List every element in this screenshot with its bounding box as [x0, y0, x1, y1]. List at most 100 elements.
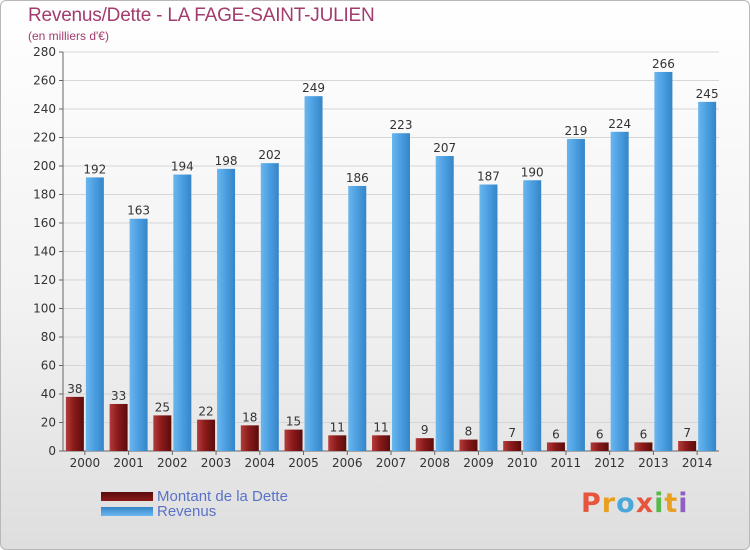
bar-debt: [590, 442, 609, 451]
bar-debt: [634, 442, 653, 451]
bar-debt: [678, 441, 697, 451]
legend-label-revenue: Revenus: [157, 503, 217, 520]
data-label-debt: 6: [640, 427, 648, 441]
y-tick-label: 40: [41, 387, 56, 401]
bar-revenue: [392, 133, 410, 451]
proxiti-logo: Proxiti: [581, 488, 689, 519]
bar-revenue: [654, 71, 673, 451]
y-tick-label: 280: [33, 45, 56, 59]
bar-debt: [415, 438, 434, 451]
data-label-revenue: 224: [608, 117, 631, 131]
data-label-debt: 15: [286, 415, 301, 429]
y-tick-label: 180: [33, 188, 56, 202]
bar-debt: [459, 439, 478, 451]
logo-letter: i: [678, 488, 689, 519]
data-label-revenue: 266: [652, 57, 675, 71]
bar-revenue: [348, 185, 367, 451]
axis-layer: 0 20 40 60 80 100 120 140 160 180 200 220 240 260 280 2…: [33, 45, 719, 470]
data-label-revenue: 207: [433, 141, 456, 155]
bar-revenue: [304, 96, 323, 452]
bar-layer: [65, 71, 717, 452]
data-label-debt: 11: [373, 420, 388, 434]
y-tick-label: 160: [33, 216, 56, 230]
bar-debt: [503, 441, 522, 451]
logo-letter: x: [635, 488, 655, 519]
data-label-revenue: 202: [258, 148, 281, 162]
x-tick-label: 2014: [682, 456, 713, 470]
x-tick-label: 2000: [70, 456, 101, 470]
label-layer: 38 192 33 163 25 194 22 198 18 202 15 249 11 186 11 223…: [67, 57, 718, 442]
logo-letter: i: [654, 488, 665, 519]
bar-revenue: [479, 184, 498, 451]
data-label-debt: 6: [596, 427, 604, 441]
data-label-revenue: 198: [215, 154, 238, 168]
y-tick-label: 140: [33, 245, 56, 259]
y-tick-label: 120: [33, 273, 56, 287]
x-tick-label: 2001: [113, 456, 144, 470]
y-tick-label: 260: [33, 74, 56, 88]
x-tick-label: 2010: [507, 456, 538, 470]
logo-letter: o: [616, 488, 636, 519]
data-label-debt: 22: [198, 405, 213, 419]
bar-debt: [546, 442, 565, 451]
data-label-debt: 6: [552, 427, 560, 441]
data-label-debt: 9: [421, 423, 429, 437]
y-tick-label: 240: [33, 102, 56, 116]
bar-revenue: [698, 101, 717, 451]
bar-revenue: [610, 131, 629, 452]
x-tick-label: 2009: [463, 456, 494, 470]
y-tick-label: 200: [33, 159, 56, 173]
data-label-revenue: 194: [171, 160, 194, 174]
grid-layer: [63, 51, 719, 452]
data-label-revenue: 192: [83, 162, 106, 176]
data-label-revenue: 219: [564, 124, 587, 138]
x-tick-label: 2002: [157, 456, 188, 470]
bar-revenue: [217, 168, 236, 451]
data-label-debt: 25: [155, 400, 170, 414]
x-tick-label: 2008: [419, 456, 450, 470]
chart-subtitle: (en milliers d'€): [28, 29, 109, 43]
data-label-debt: 18: [242, 410, 257, 424]
bar-debt: [328, 435, 347, 451]
bar-revenue: [523, 180, 542, 451]
data-label-debt: 7: [508, 426, 516, 440]
bar-debt: [284, 429, 303, 451]
y-tick-label: 100: [33, 302, 56, 316]
bar-revenue: [129, 218, 148, 451]
logo-letter: r: [601, 488, 617, 519]
legend-item-debt: Montant de la Dette: [101, 488, 288, 505]
bar-debt: [197, 419, 216, 451]
x-tick-label: 2011: [551, 456, 582, 470]
data-label-debt: 33: [111, 389, 126, 403]
y-tick-label: 20: [41, 416, 56, 430]
x-tick-label: 2013: [638, 456, 669, 470]
bar-debt: [153, 415, 172, 451]
x-tick-label: 2004: [245, 456, 276, 470]
legend-swatch-debt: [101, 492, 153, 501]
legend-label-debt: Montant de la Dette: [157, 488, 288, 505]
data-label-revenue: 249: [302, 81, 325, 95]
legend-swatch-revenue: [101, 507, 153, 516]
bar-revenue: [435, 156, 454, 451]
y-tick-label: 80: [41, 330, 56, 344]
bar-revenue: [260, 163, 279, 451]
chart-title: Revenus/Dette - LA FAGE-SAINT-JULIEN: [28, 5, 375, 26]
legend-item-revenue: Revenus: [101, 503, 216, 520]
x-tick-label: 2003: [201, 456, 232, 470]
data-label-debt: 38: [67, 382, 82, 396]
y-tick-label: 60: [41, 359, 56, 373]
data-label-revenue: 223: [390, 118, 413, 132]
data-label-debt: 7: [683, 426, 691, 440]
bar-debt: [372, 435, 390, 451]
data-label-revenue: 187: [477, 170, 500, 184]
data-label-revenue: 186: [346, 171, 369, 185]
x-tick-label: 2005: [288, 456, 319, 470]
x-tick-label: 2012: [594, 456, 625, 470]
bar-debt: [240, 425, 259, 451]
logo-letter: t: [664, 488, 679, 519]
data-label-debt: 11: [330, 420, 345, 434]
y-tick-label: 0: [48, 444, 56, 458]
y-tick-label: 220: [33, 131, 56, 145]
